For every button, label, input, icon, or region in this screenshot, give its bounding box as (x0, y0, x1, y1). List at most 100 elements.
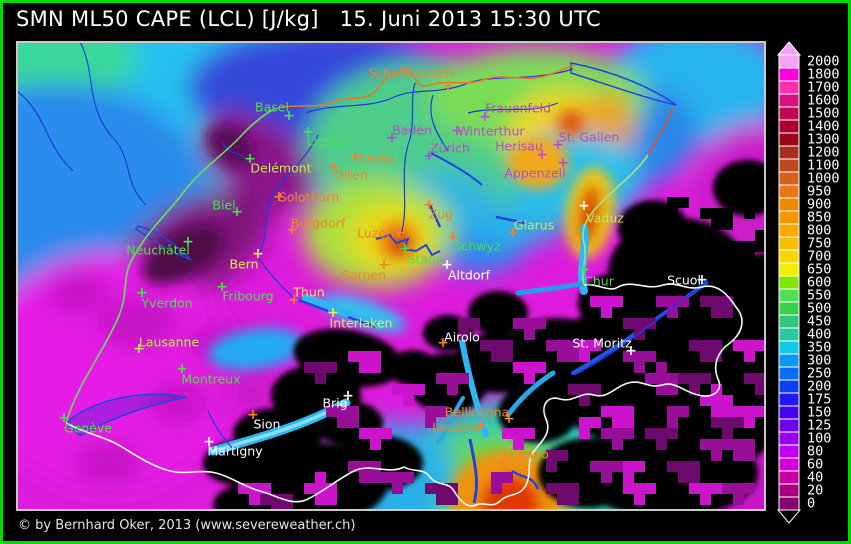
scale-label: 600 (807, 275, 831, 291)
city-label: Zug (429, 207, 453, 222)
scale-cell (778, 405, 800, 420)
city-marker: + (252, 246, 264, 262)
copyright-text: © by Bernhard Oker, 2013 (www.severeweat… (18, 518, 356, 533)
city-label: Neuchâtel (126, 243, 189, 258)
scale-label: 500 (807, 301, 831, 317)
city-label: Lugano (503, 447, 549, 462)
scale-label: 175 (807, 392, 831, 408)
city-label: Aarau (358, 151, 395, 166)
scale-label: 1700 (807, 80, 840, 96)
scale-cell (778, 418, 800, 433)
city-marker: + (578, 262, 590, 278)
border-northeast-orange (647, 106, 674, 156)
scale-up-arrow (777, 41, 802, 56)
city-marker: + (244, 151, 256, 167)
city-label: Stans (408, 252, 443, 267)
scale-label: 100 (807, 431, 831, 447)
city-marker: + (273, 189, 285, 205)
color-scale: 2000180017001600150014001300120011001000… (777, 41, 840, 524)
city-marker: + (503, 411, 515, 427)
city-label: Chur (584, 274, 615, 289)
scale-label: 1600 (807, 93, 840, 109)
city-marker: + (288, 292, 300, 308)
scale-cell (778, 210, 800, 225)
city-marker: + (423, 197, 435, 213)
city-label: Montreux (181, 372, 240, 387)
scale-cell (778, 392, 800, 407)
scale-label: 400 (807, 327, 831, 343)
scale-label: 80 (807, 444, 823, 460)
page-title: SMN ML50 CAPE (LCL) [J/kg] 15. Juni 2013… (16, 7, 601, 31)
scale-cell (778, 80, 800, 95)
scale-label: 2000 (807, 54, 840, 70)
scale-label: 450 (807, 314, 831, 330)
scale-down-arrow (777, 509, 802, 524)
city-marker: + (286, 222, 298, 238)
city-marker: + (176, 361, 188, 377)
scale-cell (778, 54, 800, 69)
scale-cell (778, 353, 800, 368)
city-marker: + (328, 159, 340, 175)
scale-cell (778, 145, 800, 160)
city-label: Basel (255, 100, 289, 115)
scale-cell (778, 158, 800, 173)
scale-cell (778, 470, 800, 485)
scale-cell (778, 301, 800, 316)
city-label: Sion (254, 417, 281, 432)
city-label: St. Gallen (559, 130, 620, 145)
city-label: Solothurn (279, 190, 339, 205)
city-marker: + (447, 229, 459, 245)
city-label: Sarnen (342, 268, 386, 283)
scale-cell (778, 93, 800, 108)
scale-cell (778, 67, 800, 82)
scale-cell (778, 249, 800, 264)
scale-label: 850 (807, 210, 831, 226)
scale-cell (778, 379, 800, 394)
scale-label: 150 (807, 405, 831, 421)
scale-cell (778, 496, 800, 511)
scale-cell (778, 223, 800, 238)
scale-cell (778, 262, 800, 277)
city-marker: + (302, 124, 314, 140)
scale-label: 60 (807, 457, 823, 473)
scale-cell (778, 366, 800, 381)
scale-cell (778, 288, 800, 303)
scale-label: 0 (807, 496, 815, 512)
scale-label: 800 (807, 223, 831, 239)
border-east-palegreen (582, 154, 649, 286)
city-label: Schwyz (454, 239, 501, 254)
city-marker: + (349, 149, 361, 165)
city-label: Airolo (444, 330, 480, 345)
scale-label: 1500 (807, 106, 840, 122)
pixel-squares-layer (238, 175, 764, 509)
city-marker: + (231, 204, 243, 220)
scale-label: 20 (807, 483, 823, 499)
city-label: Delémont (250, 161, 311, 176)
scale-cell (778, 132, 800, 147)
city-marker: + (182, 234, 194, 250)
map-panel: + Schaffhausen + Basel + Liestal + Frauenfeld + B… (16, 41, 766, 511)
city-label: Liestal (307, 134, 348, 149)
city-label: Schaffhausen (369, 66, 454, 81)
borders-layer (65, 64, 743, 507)
city-marker: + (247, 407, 259, 423)
city-label: Winterthur (457, 124, 525, 139)
city-label: Biel (212, 198, 235, 213)
city-marker: + (536, 147, 548, 163)
scale-label: 900 (807, 197, 831, 213)
scale-cell (778, 457, 800, 472)
scale-cell (778, 236, 800, 251)
city-marker: + (394, 225, 406, 241)
border-west-green (65, 108, 275, 424)
city-marker: + (625, 343, 637, 359)
scale-label: 1800 (807, 67, 840, 83)
water-layer (18, 43, 709, 504)
scale-label: 200 (807, 379, 831, 395)
city-label: Fribourg (222, 289, 273, 304)
city-marker: + (451, 123, 463, 139)
scale-label: 650 (807, 262, 831, 278)
city-label: Lausanne (139, 335, 200, 350)
scale-cell (778, 444, 800, 459)
city-label: Brig (322, 396, 347, 411)
